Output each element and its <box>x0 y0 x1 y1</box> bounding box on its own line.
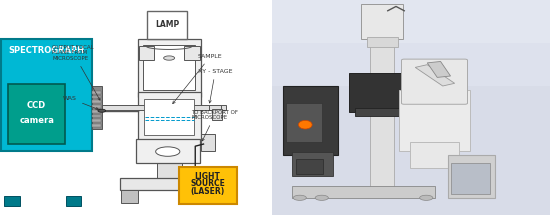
Bar <box>201 134 214 150</box>
Bar <box>92 105 101 108</box>
Bar <box>272 0 550 215</box>
Bar <box>209 105 221 110</box>
Bar <box>272 86 550 97</box>
Circle shape <box>293 195 306 200</box>
Bar <box>410 142 459 168</box>
Bar <box>157 140 182 180</box>
Circle shape <box>98 109 106 112</box>
Bar <box>283 86 338 155</box>
Bar <box>286 103 322 142</box>
Bar <box>355 108 410 116</box>
Bar <box>272 0 550 86</box>
Bar <box>272 204 550 215</box>
FancyBboxPatch shape <box>402 59 468 104</box>
Bar <box>8 84 65 144</box>
Bar <box>272 0 550 11</box>
Bar <box>92 86 102 129</box>
Bar <box>272 22 550 32</box>
Bar <box>147 11 187 39</box>
Text: OUTPUT FOCAL
PLANE FROM
MICROSCOPE: OUTPUT FOCAL PLANE FROM MICROSCOPE <box>52 45 100 100</box>
Bar <box>272 0 550 43</box>
Circle shape <box>156 147 180 156</box>
Bar <box>272 140 550 150</box>
Bar <box>92 91 101 94</box>
Text: WAS: WAS <box>63 96 98 110</box>
Text: camera: camera <box>19 116 54 125</box>
Bar <box>292 152 333 176</box>
Bar <box>448 155 495 198</box>
Bar <box>272 172 550 183</box>
Bar <box>92 119 101 122</box>
Bar <box>272 32 550 43</box>
Text: LIGHT: LIGHT <box>195 172 221 181</box>
Bar <box>272 43 550 54</box>
Bar <box>296 159 323 174</box>
Bar <box>272 118 550 129</box>
Bar <box>272 150 550 161</box>
Bar <box>91 105 225 110</box>
Bar <box>272 64 550 75</box>
Bar <box>272 54 550 64</box>
Circle shape <box>420 195 433 200</box>
Bar <box>179 167 236 204</box>
Bar <box>92 100 101 103</box>
Text: (LASER): (LASER) <box>190 187 225 196</box>
Bar <box>367 37 398 47</box>
Bar <box>66 196 81 206</box>
Bar <box>361 4 403 39</box>
Bar <box>143 45 195 90</box>
Bar <box>272 97 550 108</box>
Bar <box>399 90 470 150</box>
Text: CCD: CCD <box>27 101 46 110</box>
Bar <box>212 109 222 120</box>
Bar <box>184 46 200 60</box>
Circle shape <box>164 56 175 60</box>
Bar <box>161 39 173 92</box>
Bar <box>272 194 550 204</box>
Bar <box>92 115 101 117</box>
Text: SPECTROGRAPH: SPECTROGRAPH <box>8 46 85 55</box>
Bar <box>1 39 92 150</box>
Bar <box>144 99 194 135</box>
Bar <box>0 0 272 215</box>
Ellipse shape <box>298 120 312 129</box>
Text: SAMPLE: SAMPLE <box>173 54 223 104</box>
Bar <box>272 108 550 118</box>
Bar <box>4 196 20 206</box>
Bar <box>139 46 154 60</box>
Bar <box>92 124 101 127</box>
Circle shape <box>315 195 328 200</box>
Bar <box>138 92 201 140</box>
Bar <box>272 129 550 140</box>
Text: XY - STAGE: XY - STAGE <box>198 69 233 103</box>
Bar <box>451 163 490 194</box>
Text: SOURCE: SOURCE <box>190 179 225 188</box>
Bar <box>121 190 138 203</box>
Bar <box>92 96 101 98</box>
Bar <box>272 11 550 22</box>
Bar <box>272 161 550 172</box>
Bar <box>272 75 550 86</box>
Bar <box>201 190 217 203</box>
Bar <box>136 139 200 163</box>
Bar <box>415 65 455 86</box>
Bar <box>370 32 394 187</box>
Bar <box>120 178 222 190</box>
Text: TO BACKPORT OF
MICROSCOPE: TO BACKPORT OF MICROSCOPE <box>191 109 238 141</box>
Bar <box>427 61 450 77</box>
Text: LAMP: LAMP <box>155 20 179 29</box>
Bar <box>272 0 550 215</box>
Bar <box>92 110 101 113</box>
Bar <box>292 186 434 198</box>
Bar <box>272 183 550 194</box>
Bar <box>349 73 415 112</box>
Bar <box>138 39 201 97</box>
